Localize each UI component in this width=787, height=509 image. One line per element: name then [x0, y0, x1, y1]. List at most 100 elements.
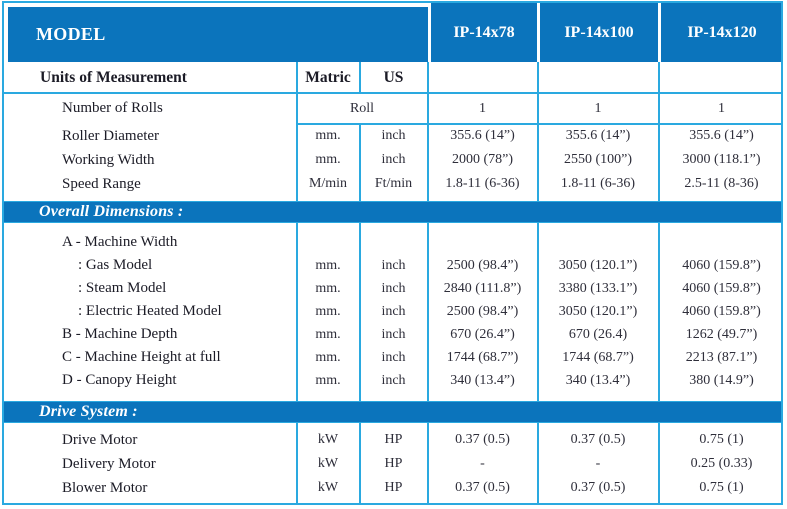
value-cell — [539, 231, 657, 254]
table-row-machine-width: A - Machine Width — [0, 231, 787, 254]
metric-unit-cell: mm. — [315, 280, 341, 296]
row-label: Working Width — [62, 151, 155, 168]
column-header-ip-14x100: IP-14x100 — [540, 3, 658, 62]
metric-column-header: Matric — [305, 68, 351, 86]
grid-line-vertical — [296, 423, 298, 505]
table-row-machine-depth: B - Machine Depth mm. inch 670 (26.4”) 6… — [0, 323, 787, 346]
table-row-drive-motor: Drive Motor kW HP 0.37 (0.5) 0.37 (0.5) … — [0, 428, 787, 452]
section-band-overall-dimensions: Overall Dimensions : — [3, 201, 783, 223]
grid-line-vertical — [658, 62, 660, 201]
value-cell — [429, 231, 536, 254]
grid-line-vertical — [537, 62, 539, 201]
model-name: IP-14x78 — [453, 23, 515, 41]
us-unit-cell: HP — [384, 432, 403, 447]
row-label: B - Machine Depth — [62, 326, 178, 342]
model-name: IP-14x100 — [564, 23, 634, 41]
model-header-label: MODEL — [36, 24, 106, 44]
grid-line-vertical — [359, 223, 361, 401]
grid-line-vertical — [427, 62, 429, 201]
row-label: Roller Diameter — [62, 127, 160, 144]
us-unit-cell — [361, 231, 426, 254]
us-unit-cell: inch — [381, 303, 406, 319]
value-cell: 1 — [594, 100, 602, 116]
row-label: C - Machine Height at full — [62, 349, 221, 365]
value-cell: 2000 (78”) — [451, 152, 514, 167]
model-header-band: MODEL — [8, 7, 428, 62]
value-cell: 0.25 (0.33) — [690, 456, 753, 471]
grid-line-vertical — [537, 223, 539, 401]
value-cell: 2840 (111.8”) — [443, 280, 522, 296]
metric-unit-cell: mm. — [315, 372, 341, 388]
metric-unit-cell: mm. — [315, 257, 341, 273]
metric-unit-cell — [298, 231, 358, 254]
grid-line-vertical — [658, 223, 660, 401]
us-unit-cell: inch — [381, 326, 406, 342]
value-cell: 0.75 (1) — [699, 480, 744, 495]
us-unit-cell: inch — [381, 152, 406, 167]
value-cell: 0.37 (0.5) — [570, 432, 626, 447]
value-cell: 3050 (120.1”) — [558, 257, 638, 273]
value-cell: 340 (13.4”) — [450, 372, 515, 388]
model-name: IP-14x120 — [687, 23, 757, 41]
value-cell: 4060 (159.8”) — [682, 280, 761, 296]
roll-unit-cell: Roll — [349, 100, 375, 116]
section-band-drive-system: Drive System : — [3, 401, 783, 423]
value-cell: 355.6 (14”) — [565, 128, 631, 143]
table-row-electric-heated-model: : Electric Heated Model mm. inch 2500 (9… — [0, 300, 787, 323]
value-cell: 2.5-11 (8-36) — [684, 176, 759, 191]
metric-unit-cell: mm. — [315, 303, 341, 319]
grid-line-vertical — [427, 423, 429, 505]
metric-unit-cell: M/min — [308, 176, 348, 191]
value-cell: 355.6 (14”) — [450, 128, 515, 143]
value-cell: 0.37 (0.5) — [455, 432, 510, 447]
table-row-machine-height: C - Machine Height at full mm. inch 1744… — [0, 346, 787, 369]
value-cell: 1.8-11 (6-36) — [560, 176, 636, 191]
us-unit-cell: inch — [381, 280, 406, 296]
value-cell: 4060 (159.8”) — [682, 303, 761, 319]
row-label: Number of Rolls — [62, 100, 163, 116]
metric-unit-cell: kW — [317, 480, 339, 495]
row-label: : Steam Model — [78, 280, 167, 296]
grid-line-vertical — [296, 223, 298, 401]
value-cell: 380 (14.9”) — [689, 372, 754, 388]
table-row-delivery-motor: Delivery Motor kW HP - - 0.25 (0.33) — [0, 452, 787, 476]
value-cell: 3380 (133.1”) — [558, 280, 638, 296]
us-unit-cell: HP — [384, 456, 403, 471]
metric-unit-cell: mm. — [315, 326, 341, 342]
us-unit-cell: inch — [381, 257, 406, 273]
row-label: A - Machine Width — [62, 234, 178, 250]
us-column-header: US — [383, 68, 404, 86]
value-cell: 0.37 (0.5) — [455, 480, 510, 495]
value-cell: - — [480, 456, 485, 471]
table-row-gas-model: : Gas Model mm. inch 2500 (98.4”) 3050 (… — [0, 254, 787, 277]
value-cell — [660, 231, 783, 254]
value-cell: 4060 (159.8”) — [682, 257, 761, 273]
table-row-blower-motor: Blower Motor kW HP 0.37 (0.5) 0.37 (0.5)… — [0, 476, 787, 500]
value-cell: 670 (26.4) — [568, 326, 628, 342]
value-cell: 355.6 (14”) — [689, 128, 754, 143]
section-title: Drive System : — [39, 403, 138, 420]
value-cell: - — [595, 456, 601, 471]
value-cell: 1744 (68.7”) — [446, 349, 519, 365]
row-label: Blower Motor — [62, 479, 148, 496]
metric-unit-cell: kW — [317, 432, 339, 447]
metric-unit-cell: mm. — [315, 152, 341, 167]
units-header-row: Units of Measurement Matric US — [0, 62, 787, 93]
metric-unit-cell: kW — [317, 456, 339, 471]
table-row-speed-range: Speed Range M/min Ft/min 1.8-11 (6-36) 1… — [0, 172, 787, 196]
grid-line-vertical — [359, 124, 361, 201]
row-label: : Gas Model — [78, 257, 153, 273]
us-unit-cell: Ft/min — [374, 176, 413, 191]
us-unit-cell: HP — [384, 480, 403, 495]
value-cell: 1 — [718, 100, 725, 116]
value-cell: 1 — [479, 100, 486, 116]
table-row-working-width: Working Width mm. inch 2000 (78”) 2550 (… — [0, 148, 787, 172]
metric-unit-cell: mm. — [315, 128, 341, 143]
table-row-canopy-height: D - Canopy Height mm. inch 340 (13.4”) 3… — [0, 369, 787, 392]
table-row-steam-model: : Steam Model mm. inch 2840 (111.8”) 338… — [0, 277, 787, 300]
table-row-roller-diameter: Roller Diameter mm. inch 355.6 (14”) 355… — [0, 124, 787, 148]
grid-line-vertical — [537, 423, 539, 505]
row-label: Speed Range — [62, 175, 141, 192]
value-cell: 1.8-11 (6-36) — [445, 176, 520, 191]
